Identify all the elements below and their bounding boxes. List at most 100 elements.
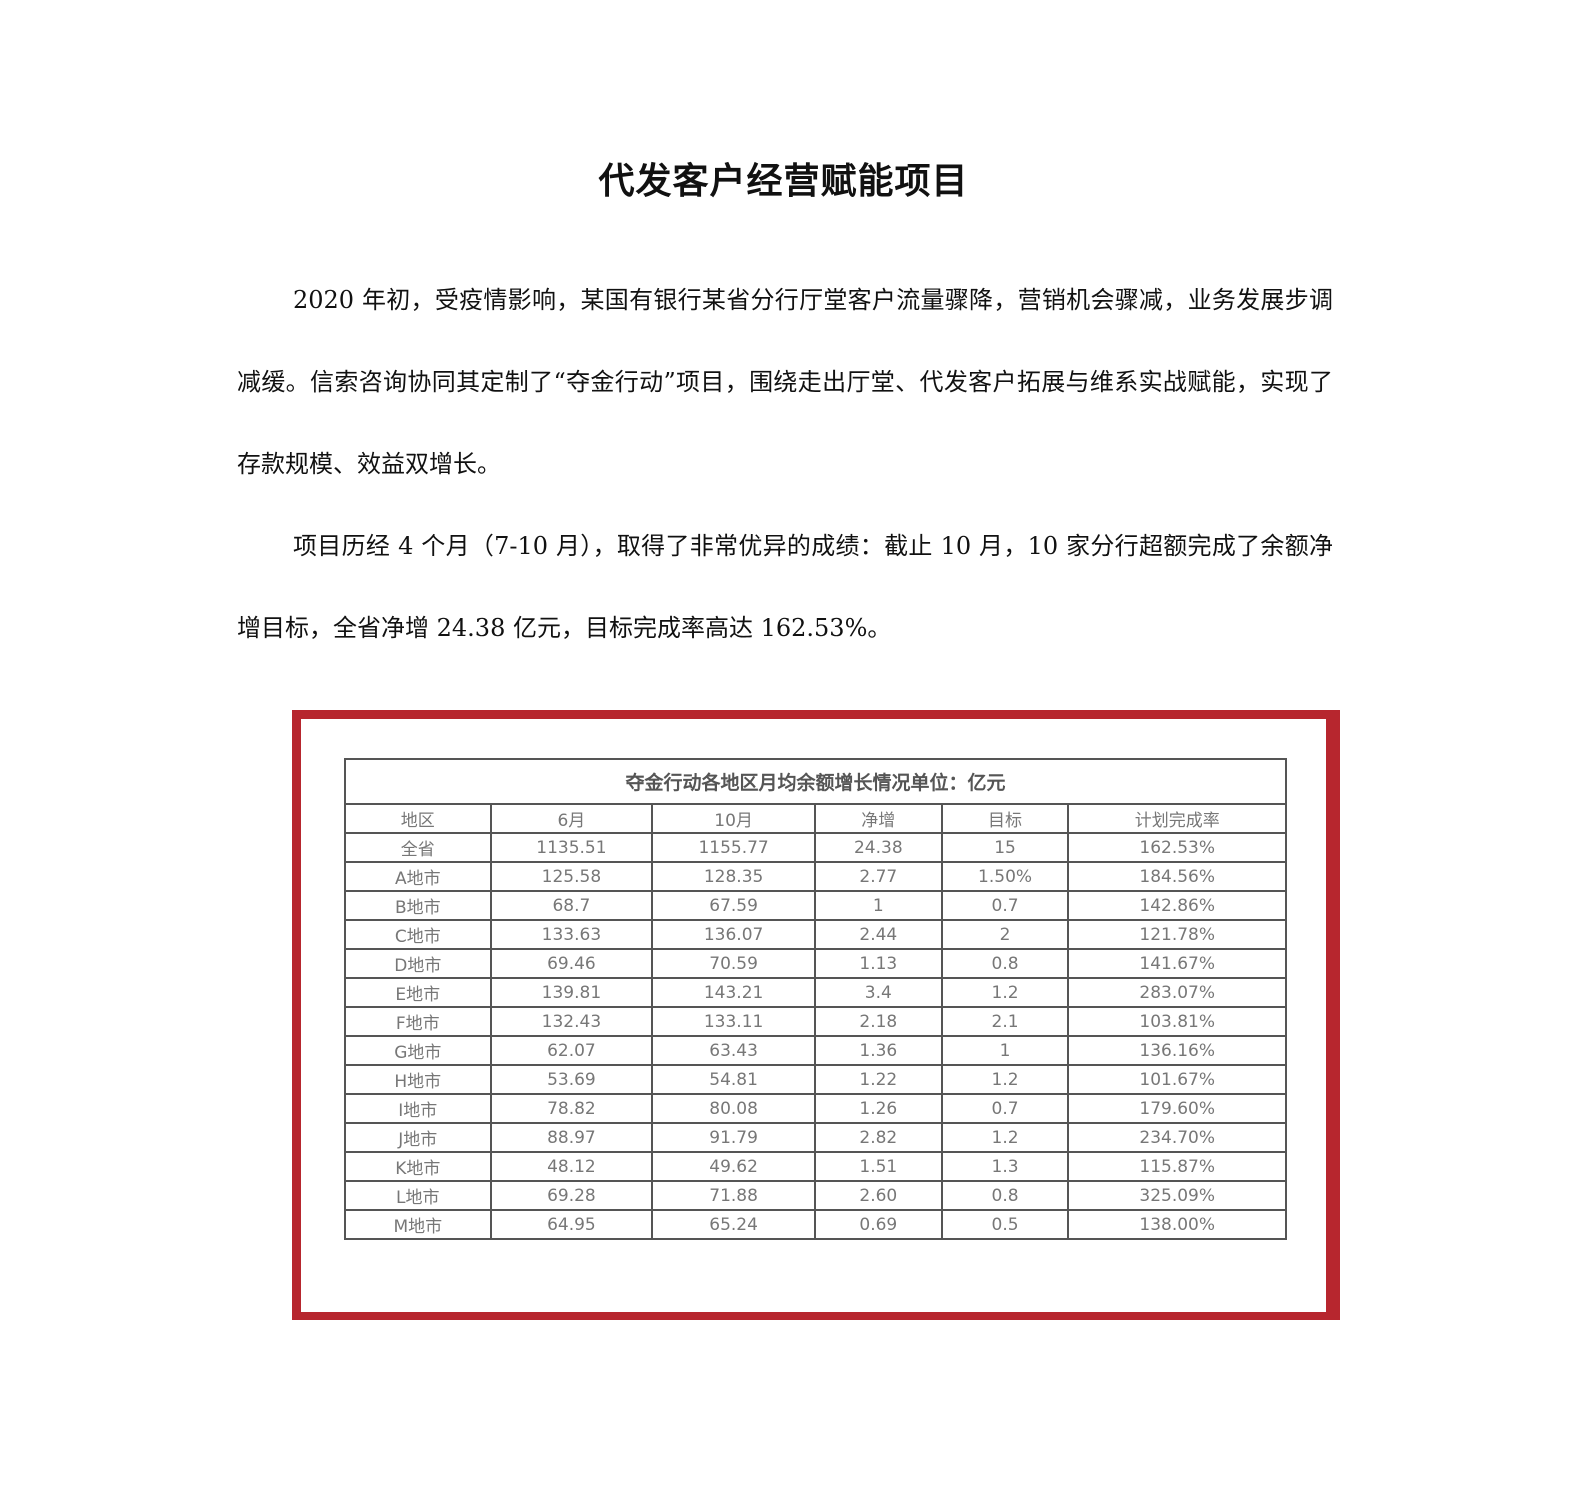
table-row: G地市 62.07 63.43 1.36 1 136.16%	[344, 1035, 1287, 1066]
table-row: F地市 132.43 133.11 2.18 2.1 103.81%	[344, 1006, 1287, 1037]
table-cell: 54.81	[651, 1064, 816, 1095]
table-cell: 0.7	[940, 1093, 1070, 1124]
paragraph-results: 项目历经 4 个月（7-10 月），取得了非常优异的成绩：截止 10 月，10 …	[237, 532, 1333, 642]
table-row: M地市 64.95 65.24 0.69 0.5 138.00%	[344, 1209, 1287, 1240]
table-cell: 121.78%	[1067, 919, 1287, 950]
table-cell: 67.59	[651, 890, 816, 921]
table-cell: K地市	[344, 1151, 492, 1182]
table-cell: H地市	[344, 1064, 492, 1095]
table-cell: 53.69	[489, 1064, 654, 1095]
table-cell: 68.7	[489, 890, 654, 921]
table-cell: 133.11	[651, 1006, 816, 1037]
table-cell: L地市	[344, 1180, 492, 1211]
table-cell: 138.00%	[1067, 1209, 1287, 1240]
table-cell: 1.13	[813, 948, 943, 979]
table-cell: 64.95	[489, 1209, 654, 1240]
table-cell: 49.62	[651, 1151, 816, 1182]
table-header-row: 地区 6月 10月 净增 目标 计划完成率	[344, 803, 1287, 834]
table-cell: 80.08	[651, 1093, 816, 1124]
table-row: D地市 69.46 70.59 1.13 0.8 141.67%	[344, 948, 1287, 979]
table-cell: 69.28	[489, 1180, 654, 1211]
table-cell: 62.07	[489, 1035, 654, 1066]
page-title: 代发客户经营赋能项目	[598, 161, 969, 202]
table-cell: M地市	[344, 1209, 492, 1240]
table-cell: 1135.51	[489, 832, 654, 863]
table-cell: 2.77	[813, 861, 943, 892]
table-cell: 179.60%	[1067, 1093, 1287, 1124]
table-cell: 1	[940, 1035, 1070, 1066]
table-cell: 115.87%	[1067, 1151, 1287, 1182]
table-cell: 2.1	[940, 1006, 1070, 1037]
table-row: 全省 1135.51 1155.77 24.38 15 162.53%	[344, 832, 1287, 863]
column-header: 6月	[489, 803, 654, 834]
table-cell: 2.44	[813, 919, 943, 950]
table-row: K地市 48.12 49.62 1.51 1.3 115.87%	[344, 1151, 1287, 1182]
column-header: 净增	[813, 803, 943, 834]
table-caption: 夺金行动各地区月均余额增长情况单位：亿元	[344, 758, 1287, 805]
table-cell: 1.51	[813, 1151, 943, 1182]
table-cell: 15	[940, 832, 1070, 863]
table-cell: 162.53%	[1067, 832, 1287, 863]
table-cell: 325.09%	[1067, 1180, 1287, 1211]
table-cell: 1.26	[813, 1093, 943, 1124]
table-cell: B地市	[344, 890, 492, 921]
table-row: B地市 68.7 67.59 1 0.7 142.86%	[344, 890, 1287, 921]
table-cell: 1.22	[813, 1064, 943, 1095]
table-cell: 133.63	[489, 919, 654, 950]
table-cell: 2.18	[813, 1006, 943, 1037]
table-row: E地市 139.81 143.21 3.4 1.2 283.07%	[344, 977, 1287, 1008]
table-cell: 234.70%	[1067, 1122, 1287, 1153]
table-cell: 63.43	[651, 1035, 816, 1066]
table-cell: 132.43	[489, 1006, 654, 1037]
table-cell: 1155.77	[651, 832, 816, 863]
table-cell: 69.46	[489, 948, 654, 979]
table-cell: 0.7	[940, 890, 1070, 921]
table-cell: 101.67%	[1067, 1064, 1287, 1095]
table-cell: 136.16%	[1067, 1035, 1287, 1066]
table-cell: 1.3	[940, 1151, 1070, 1182]
column-header: 10月	[651, 803, 816, 834]
table-cell: 2.60	[813, 1180, 943, 1211]
table-cell: 125.58	[489, 861, 654, 892]
table-cell: 0.5	[940, 1209, 1070, 1240]
table-row: A地市 125.58 128.35 2.77 1.50% 184.56%	[344, 861, 1287, 892]
table-row: I地市 78.82 80.08 1.26 0.7 179.60%	[344, 1093, 1287, 1124]
table-cell: 65.24	[651, 1209, 816, 1240]
table-cell: 136.07	[651, 919, 816, 950]
table-cell: 1.2	[940, 1064, 1070, 1095]
table-cell: 128.35	[651, 861, 816, 892]
table-cell: 1.50%	[940, 861, 1070, 892]
table-cell: 142.86%	[1067, 890, 1287, 921]
table-cell: 184.56%	[1067, 861, 1287, 892]
table-cell: 78.82	[489, 1093, 654, 1124]
table-cell: 91.79	[651, 1122, 816, 1153]
table-image-frame: 夺金行动各地区月均余额增长情况单位：亿元 地区 6月 10月 净增 目标 计划完成率 全省…	[292, 710, 1340, 1320]
table-row: L地市 69.28 71.88 2.60 0.8 325.09%	[344, 1180, 1287, 1211]
table-cell: 70.59	[651, 948, 816, 979]
paragraph-intro: 2020 年初，受疫情影响，某国有银行某省分行厅堂客户流量骤降，营销机会骤减，业…	[237, 286, 1333, 478]
table-row: C地市 133.63 136.07 2.44 2 121.78%	[344, 919, 1287, 950]
table-cell: I地市	[344, 1093, 492, 1124]
table-row: H地市 53.69 54.81 1.22 1.2 101.67%	[344, 1064, 1287, 1095]
table-cell: 48.12	[489, 1151, 654, 1182]
table-row: J地市 88.97 91.79 2.82 1.2 234.70%	[344, 1122, 1287, 1153]
table-cell: 0.8	[940, 1180, 1070, 1211]
table-cell: 1	[813, 890, 943, 921]
table-cell: 103.81%	[1067, 1006, 1287, 1037]
table-cell: 0.69	[813, 1209, 943, 1240]
table-cell: 1.36	[813, 1035, 943, 1066]
table-cell: 0.8	[940, 948, 1070, 979]
growth-table: 夺金行动各地区月均余额增长情况单位：亿元 地区 6月 10月 净增 目标 计划完成率 全省…	[344, 758, 1287, 1240]
table-cell: 全省	[344, 832, 492, 863]
table-cell: 2.82	[813, 1122, 943, 1153]
table-cell: 1.2	[940, 1122, 1070, 1153]
table-cell: J地市	[344, 1122, 492, 1153]
table-cell: 88.97	[489, 1122, 654, 1153]
table-cell: 3.4	[813, 977, 943, 1008]
column-header: 目标	[940, 803, 1070, 834]
table-cell: 283.07%	[1067, 977, 1287, 1008]
table-cell: 139.81	[489, 977, 654, 1008]
table-cell: F地市	[344, 1006, 492, 1037]
table-image: 夺金行动各地区月均余额增长情况单位：亿元 地区 6月 10月 净增 目标 计划完成率 全省…	[301, 719, 1326, 1312]
table-cell: C地市	[344, 919, 492, 950]
